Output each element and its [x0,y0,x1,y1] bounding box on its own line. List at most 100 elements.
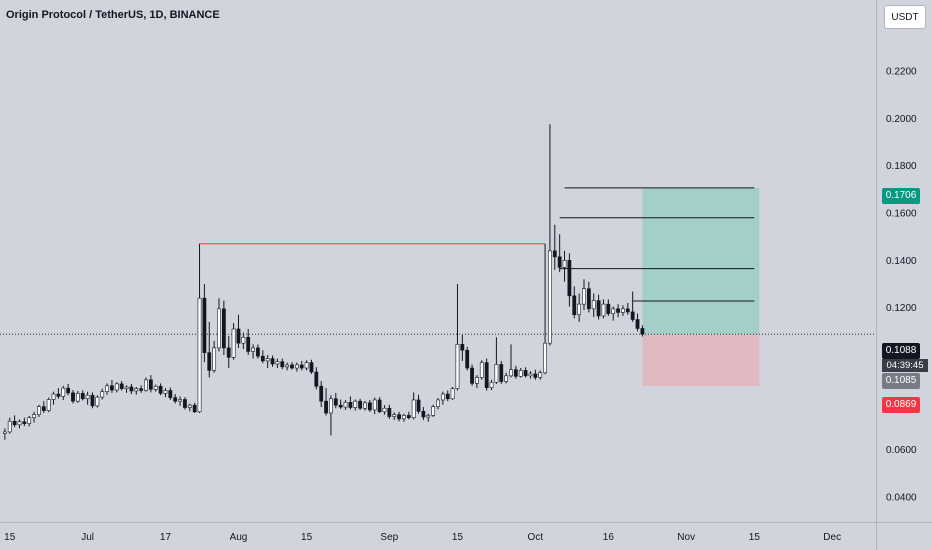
candle-up [37,406,41,415]
candle-up [61,387,66,397]
time-tick-label: 15 [452,532,464,543]
candle-up [518,370,523,377]
time-tick-label: Aug [230,532,248,543]
currency-button[interactable]: USDT [884,5,926,29]
candle-down [513,369,518,377]
candle-down [367,402,372,411]
candle-up [353,400,358,408]
candle-down [533,373,538,378]
candle-up [114,383,119,391]
candle-up [187,404,192,408]
drawing-lines[interactable] [0,187,876,335]
candle-up [2,431,7,434]
candle-up [562,260,567,268]
candle-up [450,388,455,400]
candle-up [489,381,494,388]
candle-down [246,336,251,352]
candles [2,124,645,440]
candle-up [436,399,440,407]
price-tick-label: 0.1800 [886,161,917,172]
time-tick-label: 16 [603,532,615,543]
time-tick-label: 15 [749,532,761,543]
candle-up [285,364,290,368]
candle-down [290,364,294,369]
candle-up [17,421,22,426]
candle-up [577,303,582,316]
candle-up [294,364,299,369]
candle-down [119,383,124,389]
candle-up [611,308,616,314]
candle-up [304,362,309,369]
candle-up [543,342,547,374]
candle-down [324,400,328,414]
candle-down [616,308,620,313]
candle-down [640,328,645,335]
candle-up [212,347,217,371]
take-profit-badge: 0.1706 [882,188,920,204]
candle-up [134,388,139,392]
candle-down [158,385,163,394]
candle-up [475,377,479,384]
candle-down [348,402,353,408]
candle-up [197,297,202,413]
candle-up [51,393,56,400]
candle-up [265,358,270,362]
time-tick-label: Nov [677,532,695,543]
current-price-badge: 0.1088 [882,343,920,359]
candle-down [148,379,153,390]
candle-down [387,407,392,417]
candle-up [100,391,105,398]
candle-down [470,367,474,384]
candle-up [144,379,148,391]
candle-down [168,390,173,398]
price-tick-label: 0.2000 [886,114,917,125]
candle-down [567,260,572,297]
candle-down [12,420,17,426]
candle-up [582,288,586,305]
candle-down [333,398,338,406]
price-tick-label: 0.0400 [886,493,917,504]
candle-up [95,396,100,407]
candle-up [217,308,221,349]
candle-down [66,387,71,394]
candle-up [538,372,543,378]
candle-up [392,414,397,417]
candle-down [586,288,591,310]
candle-down [90,394,95,407]
time-tick-label: Jul [81,532,94,543]
time-tick-label: Oct [528,532,544,543]
candle-down [22,421,27,424]
candle-down [192,404,197,413]
previous-price-badge: 0.1085 [882,373,920,389]
candle-up [153,385,158,390]
candle-up [504,375,509,382]
candle-up [178,399,182,402]
candle-down [635,319,640,329]
candle-down [202,297,207,353]
candle-up [32,414,36,419]
candle-down [484,362,489,388]
candle-up [528,373,533,377]
candle-down [606,303,611,314]
candle-down [358,400,363,409]
candle-down [280,361,285,368]
candle-up [46,399,51,411]
time-tick-label: 15 [4,532,16,543]
candle-down [299,364,304,369]
candle-down [139,388,144,391]
candle-down [397,414,401,420]
candle-up [124,386,129,389]
candle-up [343,402,348,408]
candle-up [372,399,377,411]
candle-up [75,393,80,402]
candle-up [27,417,32,424]
price-tick-label: 0.1200 [886,303,917,314]
position-zones[interactable] [642,187,760,387]
candle-up [440,393,445,401]
candle-down [41,406,46,411]
candle-up [402,415,406,420]
candle-down [552,250,557,258]
candle-down [377,399,382,413]
